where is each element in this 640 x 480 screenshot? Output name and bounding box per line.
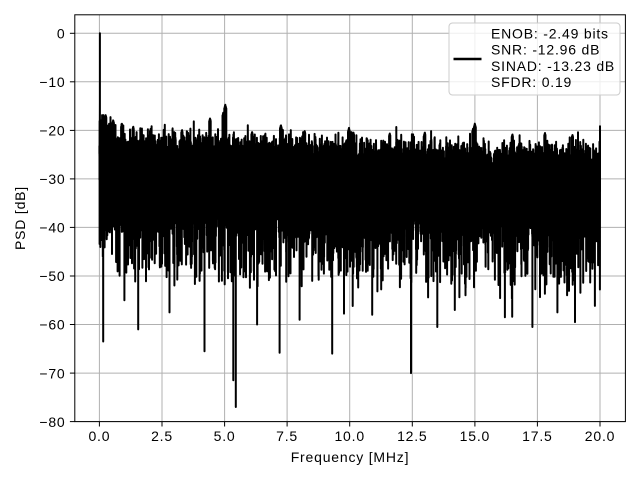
svg-text:5.0: 5.0 <box>214 428 236 444</box>
svg-text:SFDR: 0.19: SFDR: 0.19 <box>491 74 572 90</box>
svg-text:−60: −60 <box>39 317 65 333</box>
svg-text:SNR: -12.96 dB: SNR: -12.96 dB <box>491 42 600 58</box>
svg-text:−70: −70 <box>39 365 65 381</box>
svg-text:7.5: 7.5 <box>276 428 298 444</box>
svg-text:−20: −20 <box>39 123 65 139</box>
svg-text:0: 0 <box>57 26 66 42</box>
svg-text:15.0: 15.0 <box>460 428 490 444</box>
svg-text:17.5: 17.5 <box>522 428 552 444</box>
svg-text:−50: −50 <box>39 268 65 284</box>
svg-text:PSD [dB]: PSD [dB] <box>12 186 28 250</box>
svg-text:−80: −80 <box>39 414 65 430</box>
svg-text:ENOB: -2.49 bits: ENOB: -2.49 bits <box>491 26 609 42</box>
svg-text:12.5: 12.5 <box>397 428 427 444</box>
svg-text:0.0: 0.0 <box>88 428 110 444</box>
svg-text:2.5: 2.5 <box>151 428 173 444</box>
svg-text:−30: −30 <box>39 171 65 187</box>
svg-text:−10: −10 <box>39 74 65 90</box>
svg-text:SINAD: -13.23 dB: SINAD: -13.23 dB <box>491 58 615 74</box>
svg-text:20.0: 20.0 <box>585 428 615 444</box>
svg-text:Frequency [MHz]: Frequency [MHz] <box>291 449 410 465</box>
svg-text:−40: −40 <box>39 220 65 236</box>
svg-text:10.0: 10.0 <box>334 428 364 444</box>
